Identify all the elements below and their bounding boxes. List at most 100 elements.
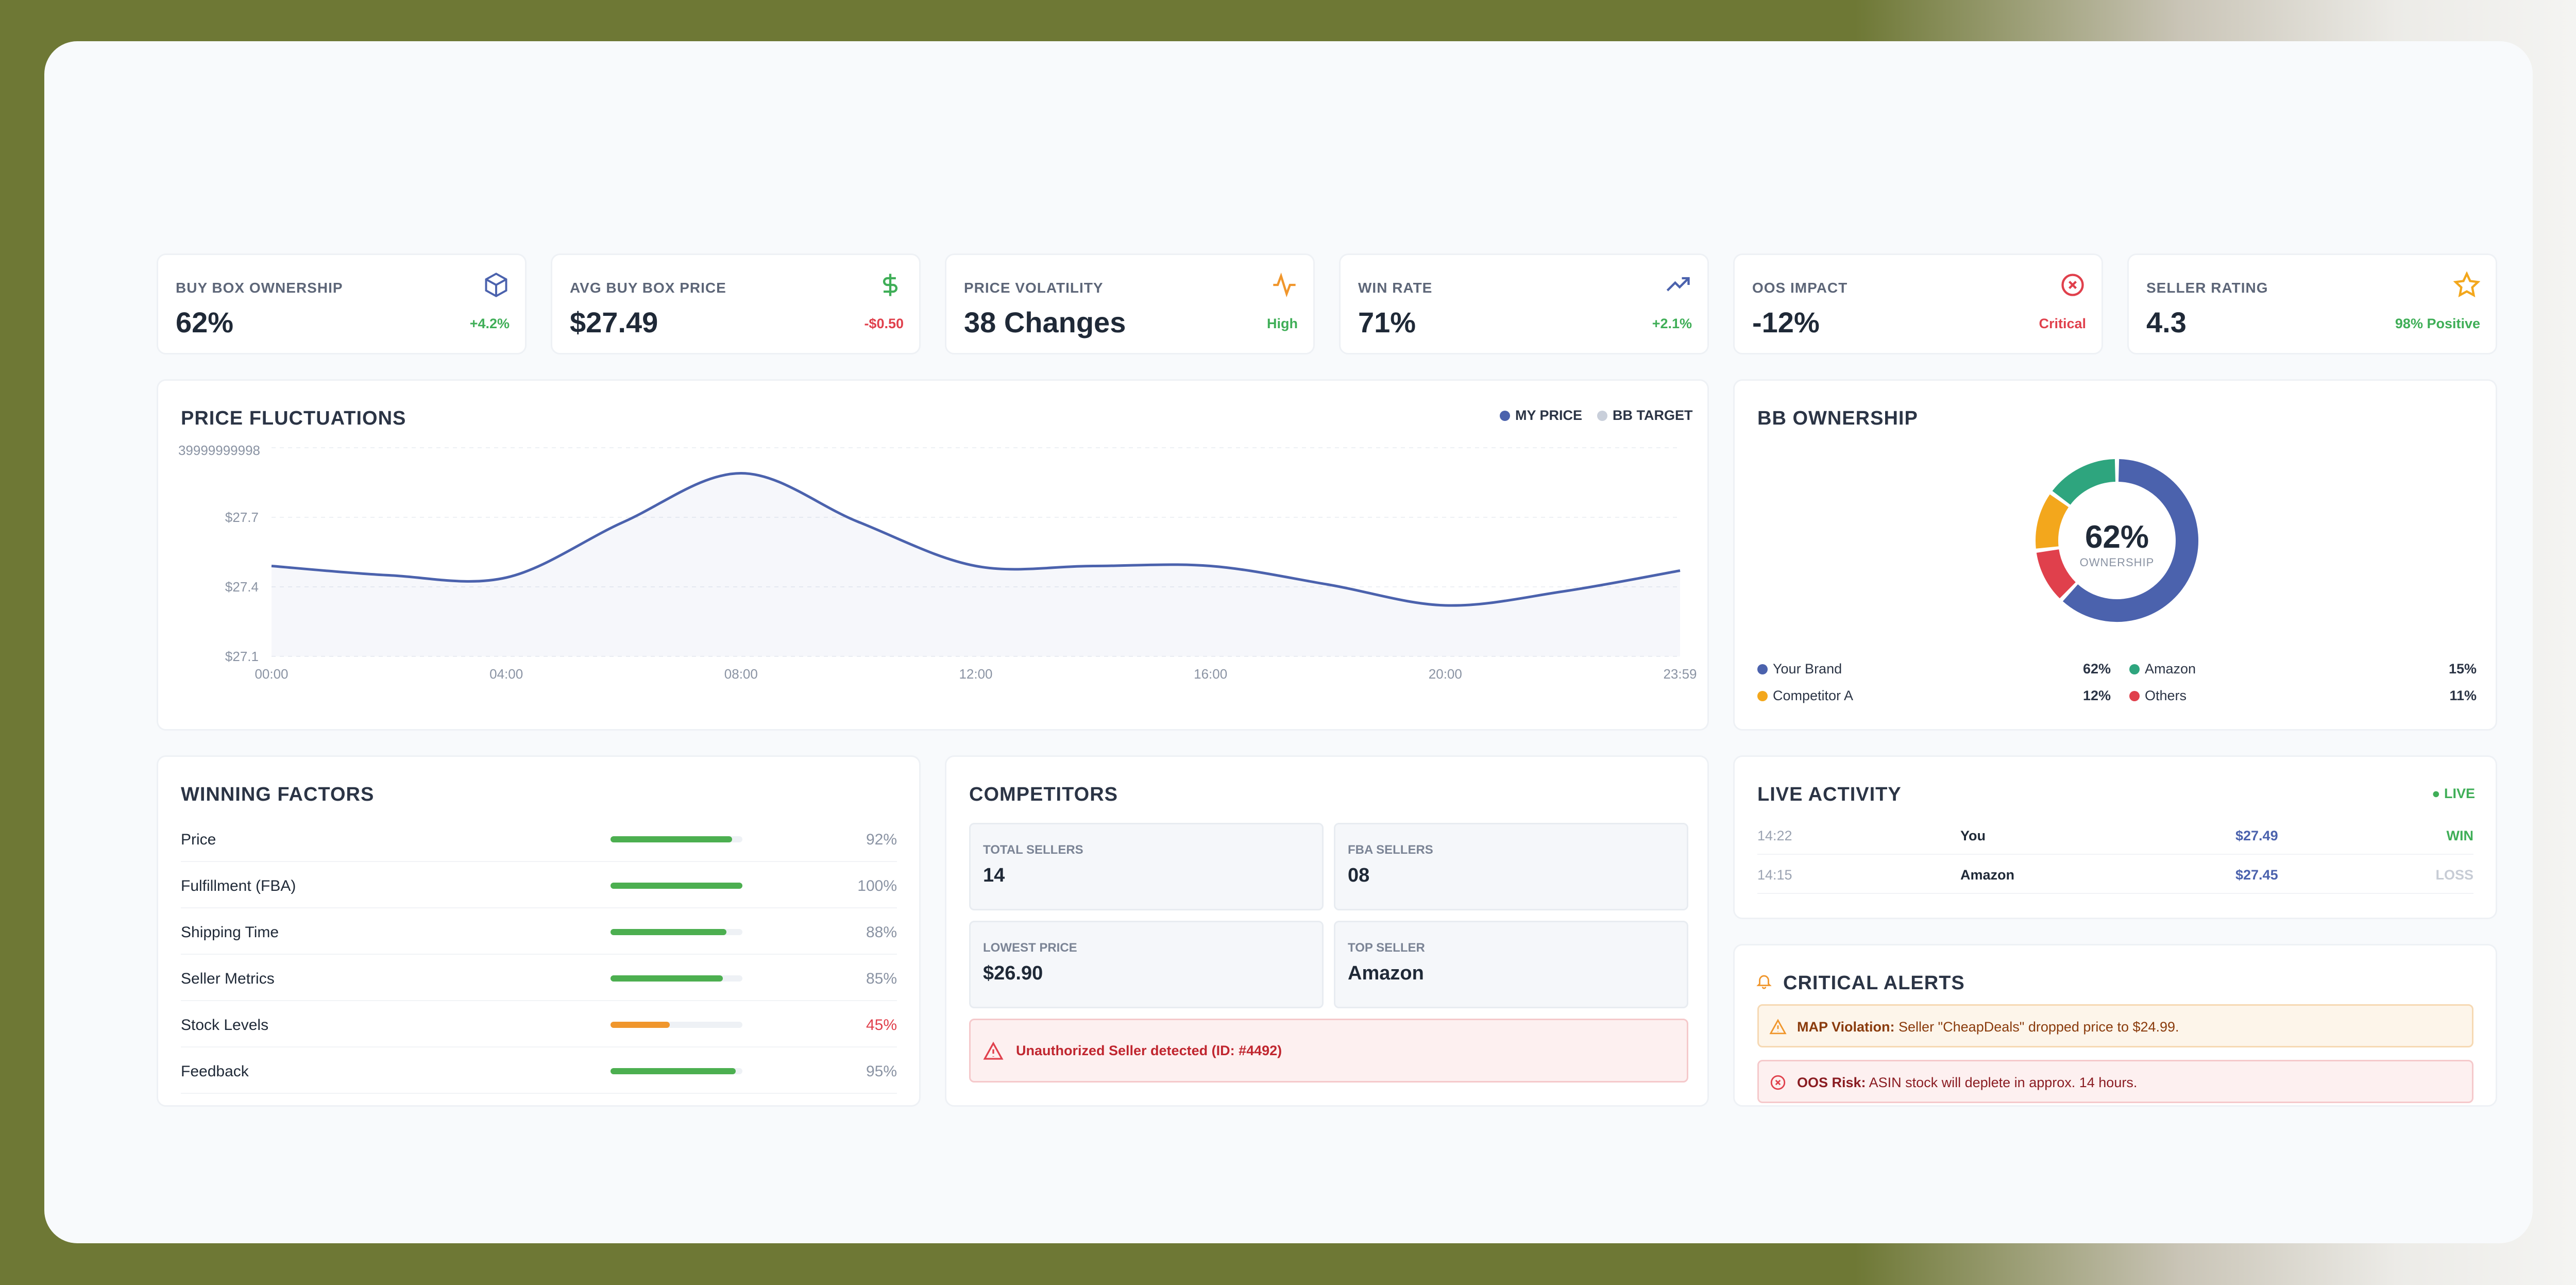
factor-progress-bar <box>611 1068 742 1074</box>
factor-name: Price <box>181 831 216 848</box>
factor-name: Fulfillment (FBA) <box>181 877 296 894</box>
kpi-value: 38 Changes <box>964 306 1126 339</box>
trending-up-icon <box>1666 277 1690 292</box>
donut-slice-amazon[interactable] <box>2052 459 2116 505</box>
x-circle-icon <box>1770 1075 1786 1090</box>
legend-amazon: Amazon <box>2129 661 2196 677</box>
legend-dot-icon <box>1500 411 1510 421</box>
unauthorized-seller-alert[interactable]: Unauthorized Seller detected (ID: #4492) <box>969 1019 1688 1083</box>
kpi-delta: +2.1% <box>1652 316 1692 331</box>
alert-label: OOS Risk: <box>1797 1075 1866 1090</box>
legend-value: 12% <box>2082 688 2111 703</box>
legend-your-brand: Your Brand <box>1757 661 1842 677</box>
winning-factors-card: WINNING FACTORS Price 92% Fulfillment (FBA… <box>157 755 921 1107</box>
activity-time: 14:15 <box>1757 867 1792 883</box>
kpi-card-price-volatility[interactable]: PRICE VOLATILITY 38 Changes High <box>945 253 1315 354</box>
factor-name: Seller Metrics <box>181 970 275 987</box>
legend-label: Competitor A <box>1773 688 1854 703</box>
stat-lowest-price: LOWEST PRICE $26.90 <box>969 921 1324 1008</box>
kpi-card-win-rate[interactable]: WIN RATE 71% +2.1% <box>1339 253 1709 354</box>
stat-value: Amazon <box>1348 962 1424 984</box>
dollar-icon <box>883 274 898 296</box>
kpi-card-avg-buy-box-price[interactable]: AVG BUY BOX PRICE $27.49 -$0.50 <box>551 253 921 354</box>
legend-others: Others <box>2129 688 2187 704</box>
donut-center-value: 62% <box>2084 519 2149 555</box>
bell-icon <box>1756 975 1772 989</box>
ownership-title: BB OWNERSHIP <box>1757 408 1918 429</box>
factor-row: Stock Levels 45% <box>181 1001 897 1047</box>
price-fluctuations-card: PRICE FLUCTUATIONS MY PRICE BB TARGET 39… <box>157 379 1709 731</box>
kpi-label: BUY BOX OWNERSHIP <box>176 280 343 296</box>
factor-progress-bar <box>611 883 742 889</box>
factor-row: Fulfillment (FBA) 100% <box>181 862 897 908</box>
factor-percent: 100% <box>857 877 897 894</box>
factor-row: Shipping Time 88% <box>181 908 897 955</box>
x-tick-label: 00:00 <box>255 666 288 682</box>
activity-result: LOSS <box>2435 867 2473 883</box>
star-icon <box>2453 272 2480 298</box>
legend-dot-icon <box>1597 411 1607 421</box>
legend-bb-target[interactable]: BB TARGET <box>1597 408 1693 424</box>
critical-alerts-card: CRITICAL ALERTS MAP Violation: Seller "C… <box>1733 944 2497 1107</box>
x-tick-label: 16:00 <box>1194 666 1227 682</box>
kpi-delta: 98% Positive <box>2395 316 2480 331</box>
factor-row: Seller Metrics 85% <box>181 955 897 1001</box>
factor-name: Stock Levels <box>181 1017 269 1034</box>
kpi-value: 71% <box>1358 306 1416 339</box>
x-tick-label: 20:00 <box>1429 666 1462 682</box>
competitors-card: COMPETITORS TOTAL SELLERS 14 FBA SELLERS… <box>945 755 1709 1107</box>
factor-progress-bar <box>611 1022 742 1028</box>
ownership-donut-chart <box>2036 459 2198 622</box>
legend-label: Amazon <box>2145 661 2196 677</box>
factor-progress-bar <box>611 929 742 935</box>
factor-percent: 92% <box>866 831 897 848</box>
series-line-my-price <box>271 471 1681 607</box>
factor-percent: 85% <box>866 970 897 987</box>
alerts-title: CRITICAL ALERTS <box>1783 972 1965 994</box>
kpi-card-seller-rating[interactable]: SELLER RATING 4.3 98% Positive <box>2127 253 2497 354</box>
dashboard: BUY BOX OWNERSHIP 62% +4.2% AVG BUY BOX … <box>150 248 2515 1109</box>
price-area <box>272 473 1680 656</box>
y-tick-label: $27.4 <box>225 579 259 595</box>
factor-percent: 45% <box>866 1017 897 1034</box>
kpi-card-oos-impact[interactable]: OOS IMPACT -12% Critical <box>1733 253 2103 354</box>
factor-name: Feedback <box>181 1063 249 1080</box>
factor-progress-fill <box>611 883 742 889</box>
kpi-label: OOS IMPACT <box>1752 280 1848 296</box>
legend-my-price[interactable]: MY PRICE <box>1500 408 1582 424</box>
legend-dot-icon <box>1757 664 1768 674</box>
factor-percent: 95% <box>866 1063 897 1080</box>
x-circle-icon <box>2061 274 2084 296</box>
kpi-value: -12% <box>1752 306 1820 339</box>
legend-value: 15% <box>2448 661 2477 677</box>
factor-progress-fill <box>611 1022 670 1028</box>
stat-value: 14 <box>983 865 1005 886</box>
donut-slice-your-brand[interactable] <box>2062 459 2198 622</box>
factor-progress-bar <box>611 975 742 982</box>
kpi-label: PRICE VOLATILITY <box>964 280 1104 296</box>
factors-title: WINNING FACTORS <box>181 784 375 805</box>
live-activity-card: LIVE ACTIVITY ● LIVE 14:22 You $27.49 WI… <box>1733 755 2497 919</box>
stat-label: LOWEST PRICE <box>983 941 1077 955</box>
activity-icon <box>1273 272 1296 298</box>
legend-label: BB TARGET <box>1613 408 1693 423</box>
legend-label: Others <box>2145 688 2187 703</box>
activity-row: 14:15 Amazon $27.45 LOSS <box>1757 855 2473 894</box>
kpi-label: SELLER RATING <box>2146 280 2268 296</box>
alert-oos-risk[interactable]: OOS Risk: ASIN stock will deplete in app… <box>1757 1060 2473 1103</box>
alert-map-violation[interactable]: MAP Violation: Seller "CheapDeals" dropp… <box>1757 1004 2473 1047</box>
activity-price: $27.45 <box>2235 867 2278 883</box>
y-tick-label: $27.1 <box>225 649 259 664</box>
kpi-card-buy-box-ownership[interactable]: BUY BOX OWNERSHIP 62% +4.2% <box>157 253 527 354</box>
kpi-label: WIN RATE <box>1358 280 1433 296</box>
legend-dot-icon <box>1757 691 1768 701</box>
legend-label: MY PRICE <box>1515 408 1583 423</box>
kpi-delta: -$0.50 <box>864 316 904 331</box>
donut-slice-competitor-a[interactable] <box>2036 494 2069 549</box>
kpi-label: AVG BUY BOX PRICE <box>570 280 726 296</box>
alert-text: Unauthorized Seller detected (ID: #4492) <box>1016 1043 1282 1058</box>
donut-slice-others[interactable] <box>2036 549 2076 599</box>
factor-progress-fill <box>611 975 723 982</box>
stat-value: 08 <box>1348 865 1370 886</box>
alert-text: Seller "CheapDeals" dropped price to $24… <box>1899 1019 2179 1035</box>
